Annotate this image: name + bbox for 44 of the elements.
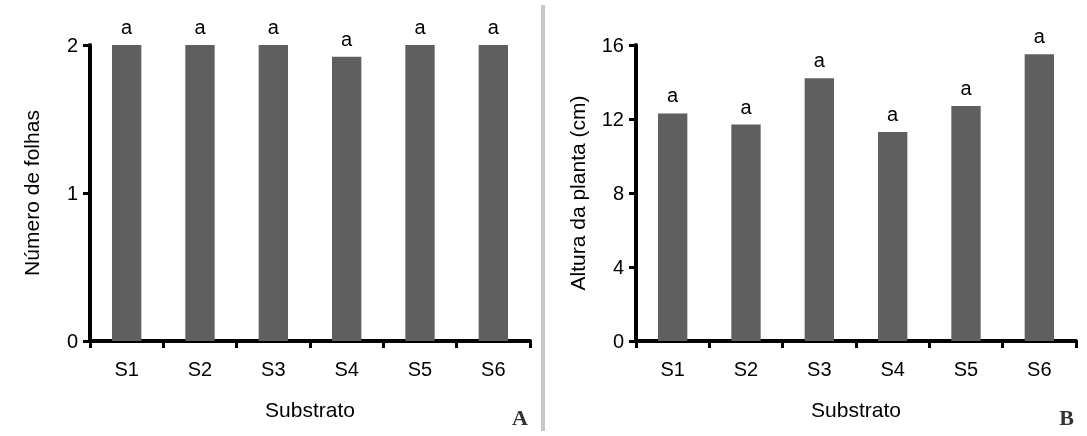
- x-tick-label: S5: [953, 358, 979, 380]
- bar: [878, 131, 908, 341]
- y-tick-label: 0: [612, 330, 624, 352]
- y-tick-label: 0: [66, 330, 78, 352]
- data-label: a: [341, 27, 354, 50]
- x-tick-label: S4: [880, 358, 905, 380]
- bar: [658, 113, 688, 341]
- bar: [1024, 54, 1054, 341]
- x-tick-label: S2: [187, 358, 213, 380]
- x-tick-label: S3: [261, 358, 286, 380]
- y-axis-title: Altura da planta (cm): [566, 95, 589, 291]
- x-tick-label: S4: [334, 358, 359, 380]
- x-tick-label: S1: [114, 358, 139, 380]
- data-label: a: [740, 95, 753, 118]
- y-tick-label: 4: [612, 256, 624, 278]
- x-tick-label: S6: [481, 358, 506, 380]
- y-tick-label: 8: [612, 182, 624, 204]
- x-tick-label: S3: [807, 358, 832, 380]
- x-tick-label: S1: [660, 358, 685, 380]
- text: B: [1059, 404, 1075, 430]
- data-label: a: [887, 102, 900, 125]
- data-label: a: [194, 16, 207, 38]
- data-label: a: [267, 16, 280, 38]
- bar: [951, 106, 981, 341]
- data-label: a: [121, 16, 134, 38]
- x-axis-title: Substrato: [265, 398, 355, 421]
- data-label: a: [414, 16, 427, 38]
- x-axis-title: Substrato: [811, 398, 901, 421]
- data-label: a: [487, 16, 500, 38]
- data-label: a: [1033, 25, 1046, 48]
- x-tick-label: S6: [1027, 358, 1052, 380]
- data-label: a: [813, 49, 826, 72]
- bar: [731, 124, 761, 341]
- bar: [804, 78, 834, 341]
- y-tick-label: 2: [66, 34, 78, 56]
- data-label: a: [960, 77, 973, 100]
- data-label: a: [667, 84, 680, 107]
- x-tick-label: S5: [407, 358, 433, 380]
- y-tick-label: 1: [66, 182, 78, 204]
- y-axis-title: Número de folhas: [20, 110, 43, 276]
- text: A: [512, 404, 529, 430]
- y-tick-label: 12: [601, 108, 624, 130]
- x-tick-label: S2: [733, 358, 759, 380]
- y-tick-label: 16: [601, 34, 624, 56]
